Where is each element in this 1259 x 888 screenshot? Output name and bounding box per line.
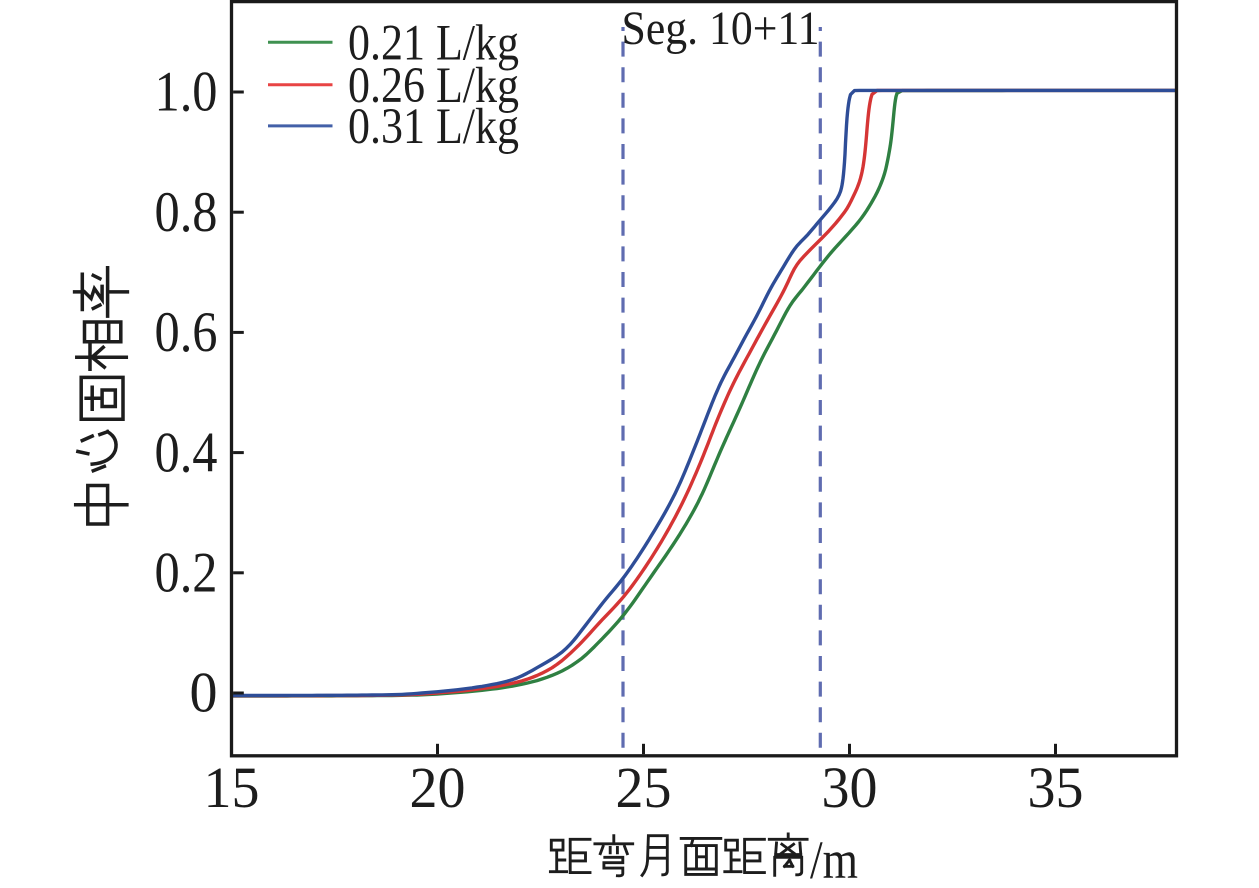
svg-text:30: 30 [822, 755, 878, 820]
svg-text:0.6: 0.6 [155, 301, 218, 364]
svg-text:15: 15 [204, 755, 260, 820]
svg-text:0: 0 [190, 662, 218, 725]
svg-text:35: 35 [1028, 755, 1084, 820]
svg-text:/m: /m [810, 830, 858, 888]
svg-text:Seg. 10+11: Seg. 10+11 [622, 2, 820, 55]
svg-text:0.2: 0.2 [155, 542, 218, 605]
svg-text:0.4: 0.4 [155, 421, 218, 484]
svg-text:20: 20 [410, 755, 466, 820]
svg-text:0.26 L/kg: 0.26 L/kg [348, 58, 519, 114]
svg-text:0.21 L/kg: 0.21 L/kg [348, 16, 519, 72]
svg-text:0.31 L/kg: 0.31 L/kg [348, 99, 519, 155]
svg-text:1.0: 1.0 [155, 61, 218, 124]
svg-text:0.8: 0.8 [155, 181, 218, 244]
svg-text:25: 25 [616, 755, 672, 820]
